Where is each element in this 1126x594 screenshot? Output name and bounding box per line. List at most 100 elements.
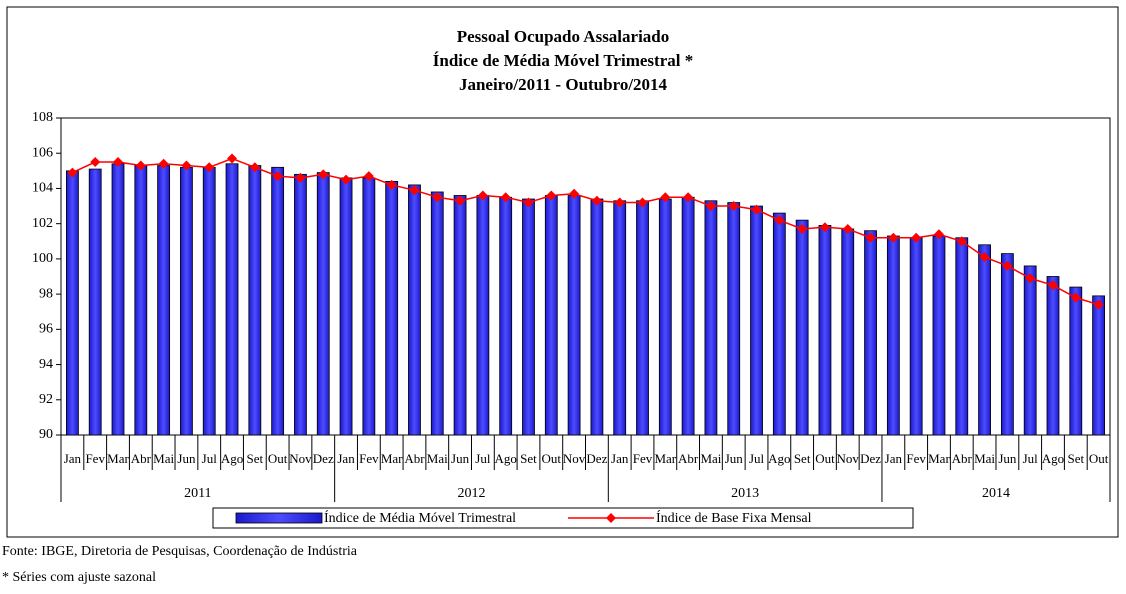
- bar: [294, 173, 307, 436]
- marker: [591, 195, 602, 206]
- x-tick-label: Mai: [700, 451, 721, 466]
- marker: [204, 162, 215, 173]
- bar: [658, 198, 672, 436]
- marker: [113, 157, 124, 168]
- marker: [546, 190, 557, 201]
- marker: [158, 158, 169, 169]
- marker: [933, 229, 944, 240]
- bar: [134, 165, 148, 436]
- marker: [341, 174, 352, 185]
- marker: [728, 201, 739, 212]
- x-tick-label: Nov: [563, 451, 586, 466]
- y-tick-label: 96: [39, 322, 53, 337]
- marker: [956, 236, 967, 247]
- legend-box: [212, 507, 914, 529]
- bar: [864, 230, 877, 436]
- bar: [1000, 253, 1014, 436]
- x-tick-label: Ago: [221, 451, 243, 466]
- marker: [409, 185, 420, 196]
- x-tick-label: Jan: [337, 451, 355, 466]
- bar: [430, 191, 444, 436]
- bar: [567, 195, 581, 436]
- marker: [1070, 292, 1081, 303]
- marker: [67, 167, 78, 178]
- y-tick-label: 104: [32, 181, 53, 196]
- marker: [272, 171, 283, 182]
- bar: [385, 180, 399, 436]
- marker: [135, 160, 146, 171]
- marker: [614, 197, 625, 208]
- bar: [727, 202, 741, 436]
- x-tick-label: Jan: [64, 451, 82, 466]
- y-tick-label: 90: [39, 427, 53, 442]
- bar: [795, 219, 809, 436]
- bar: [248, 165, 262, 436]
- x-tick-label: Abr: [404, 451, 425, 466]
- bar: [225, 163, 239, 436]
- x-tick-label: Set: [1067, 451, 1084, 466]
- bar: [955, 237, 969, 436]
- x-tick-label: Abr: [952, 451, 973, 466]
- x-tick-label: Fev: [85, 451, 105, 466]
- y-tick-label: 98: [39, 286, 53, 301]
- bar: [339, 177, 353, 436]
- marker: [181, 160, 192, 171]
- x-tick-label: Ago: [1042, 451, 1064, 466]
- legend-label: Índice de Média Móvel Trimestral: [324, 509, 516, 526]
- x-tick-label: Out: [542, 451, 562, 466]
- y-tick-label: 100: [32, 251, 53, 266]
- x-tick-label: Out: [268, 451, 288, 466]
- chart-title: Índice de Média Móvel Trimestral *: [433, 51, 693, 70]
- marker: [90, 157, 101, 168]
- chart-frame: [6, 6, 1119, 538]
- bar: [180, 166, 193, 436]
- marker: [751, 204, 762, 215]
- bar: [772, 212, 786, 436]
- bar: [1092, 295, 1105, 436]
- bar: [316, 172, 330, 436]
- x-tick-label: Jun: [451, 451, 470, 466]
- legend-label: Índice de Base Fixa Mensal: [656, 509, 812, 526]
- marker: [500, 192, 511, 203]
- x-tick-label: Mai: [427, 451, 448, 466]
- marker: [1093, 299, 1104, 310]
- legend-swatch: [606, 513, 616, 523]
- bar: [841, 228, 855, 436]
- x-tick-label: Set: [794, 451, 811, 466]
- y-tick-label: 92: [39, 392, 53, 407]
- x-tick-label: Jun: [998, 451, 1017, 466]
- bar: [499, 196, 513, 436]
- bar: [909, 237, 923, 436]
- marker: [227, 153, 238, 164]
- x-tick-label: Out: [1089, 451, 1109, 466]
- x-tick-label: Jun: [177, 451, 196, 466]
- marker: [523, 197, 534, 208]
- marker: [318, 169, 329, 180]
- marker: [660, 192, 671, 203]
- line: [72, 157, 1099, 306]
- x-tick-label: Mar: [107, 451, 129, 466]
- x-tick-label: Dez: [860, 451, 881, 466]
- y-tick-label: 106: [32, 145, 53, 160]
- x-tick-label: Mar: [654, 451, 676, 466]
- group-label: 2014: [982, 486, 1010, 501]
- bar: [590, 198, 604, 436]
- marker: [705, 201, 716, 212]
- bar: [636, 200, 649, 436]
- marker: [249, 162, 260, 173]
- bar: [613, 200, 627, 436]
- group-label: 2011: [184, 486, 211, 501]
- marker: [569, 188, 580, 199]
- footnote: * Séries com ajuste sazonal: [2, 570, 156, 585]
- marker: [432, 192, 443, 203]
- bar: [408, 184, 421, 436]
- marker: [979, 252, 990, 263]
- x-tick-label: Fev: [359, 451, 379, 466]
- x-tick-label: Mai: [974, 451, 995, 466]
- marker: [455, 195, 466, 206]
- y-tick-label: 94: [39, 357, 53, 372]
- x-tick-label: Jul: [202, 451, 218, 466]
- bar: [704, 200, 718, 436]
- bar: [544, 195, 558, 436]
- marker: [819, 222, 830, 233]
